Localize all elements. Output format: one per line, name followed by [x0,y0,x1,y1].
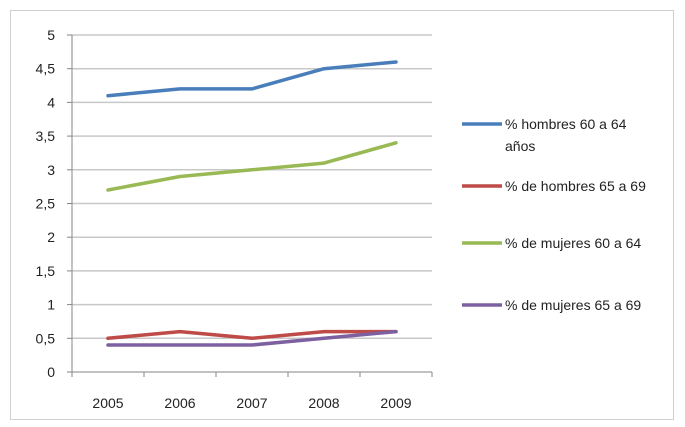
legend-label: % de hombres 65 a 69 [505,178,646,194]
legend-item: % de mujeres 65 a 69 [462,297,641,313]
series-lines [106,60,398,347]
y-tick-label: 3 [47,162,55,178]
chart-frame [10,10,674,420]
y-tick-label: 5 [47,27,55,43]
legend: % hombres 60 a 64 años % de hombres 65 a 6… [462,116,646,313]
y-tick-label: 1,5 [36,263,56,279]
y-tick-label: 2 [47,229,55,245]
legend-label: % de mujeres 60 a 64 [505,235,641,251]
legend-label: % de mujeres 65 a 69 [505,297,641,313]
legend-label: % hombres 60 a 64 años [505,116,627,154]
x-tick-label: 2005 [92,395,123,411]
y-axis-ticks: 0 0,5 1 1,5 2 2,5 3 3,5 4 4,5 5 [36,27,72,380]
y-tick-label: 0,5 [36,330,56,346]
x-tick-label: 2009 [380,395,411,411]
y-tick-label: 1 [47,297,55,313]
series-line-3 [106,141,398,192]
y-tick-label: 4 [47,94,55,110]
x-tick-label: 2006 [164,395,195,411]
gridlines [72,34,432,340]
legend-item: % de mujeres 60 a 64 [462,235,641,251]
legend-item: % hombres 60 a 64 años [462,116,627,154]
y-tick-label: 4,5 [36,61,56,77]
y-tick-label: 0 [47,364,55,380]
legend-item: % de hombres 65 a 69 [462,178,646,194]
y-tick-label: 3,5 [36,128,56,144]
series-line-2 [106,329,398,341]
series-line-1 [106,60,398,98]
series-line-4 [106,329,398,347]
x-tick-label: 2008 [308,395,339,411]
x-axis-ticks: 2005 2006 2007 2008 2009 [71,372,433,411]
x-tick-label: 2007 [236,395,267,411]
y-tick-label: 2,5 [36,196,56,212]
